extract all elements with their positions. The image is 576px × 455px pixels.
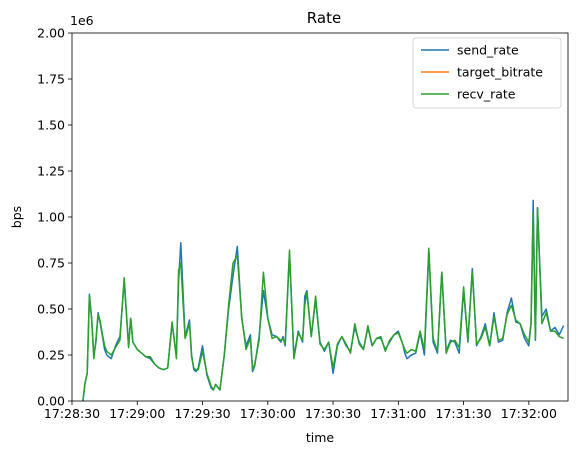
plot-frame bbox=[71, 32, 569, 402]
chart-title: Rate bbox=[307, 9, 341, 27]
legend-label-send_rate: send_rate bbox=[457, 43, 519, 58]
y-axis-ticks: 0.00 0.25 0.50 0.75 1.00 1.25 1.50 1.75 2.00 bbox=[37, 26, 72, 409]
series-line-recv_rate bbox=[82, 207, 564, 402]
x-axis-label: time bbox=[306, 430, 335, 445]
legend-box bbox=[412, 37, 562, 109]
x-tick-label: 17:31:30 bbox=[436, 406, 492, 421]
y-tick-label: 0.00 bbox=[37, 394, 65, 409]
y-tick-label: 0.50 bbox=[37, 302, 65, 317]
y-tick-label: 2.00 bbox=[37, 26, 65, 41]
x-tick-label: 17:29:00 bbox=[109, 406, 165, 421]
y-axis-label: bps bbox=[9, 206, 24, 228]
y-tick-label: 1.75 bbox=[37, 72, 65, 87]
x-tick-label: 17:30:00 bbox=[240, 406, 296, 421]
y-offset-label: 1e6 bbox=[70, 13, 94, 28]
y-tick-label: 0.75 bbox=[37, 256, 65, 271]
x-tick-label: 17:32:00 bbox=[501, 406, 557, 421]
y-tick-label: 1.00 bbox=[37, 210, 65, 225]
y-tick-label: 0.25 bbox=[37, 348, 65, 363]
plot-series bbox=[82, 199, 565, 402]
y-tick-label: 1.25 bbox=[37, 164, 65, 179]
legend-label-target_bitrate: target_bitrate bbox=[457, 65, 543, 80]
x-axis-ticks: 17:28:30 17:29:00 17:29:30 17:30:00 17:30:30… bbox=[44, 401, 557, 421]
y-tick-label: 1.50 bbox=[37, 118, 65, 133]
legend-label-recv_rate: recv_rate bbox=[457, 87, 516, 102]
legend: send_rate target_bitrate recv_rate bbox=[412, 37, 562, 109]
x-tick-label: 17:29:30 bbox=[174, 406, 230, 421]
x-tick-label: 17:31:00 bbox=[370, 406, 426, 421]
x-tick-label: 17:30:30 bbox=[305, 406, 361, 421]
x-tick-label: 17:28:30 bbox=[44, 406, 100, 421]
